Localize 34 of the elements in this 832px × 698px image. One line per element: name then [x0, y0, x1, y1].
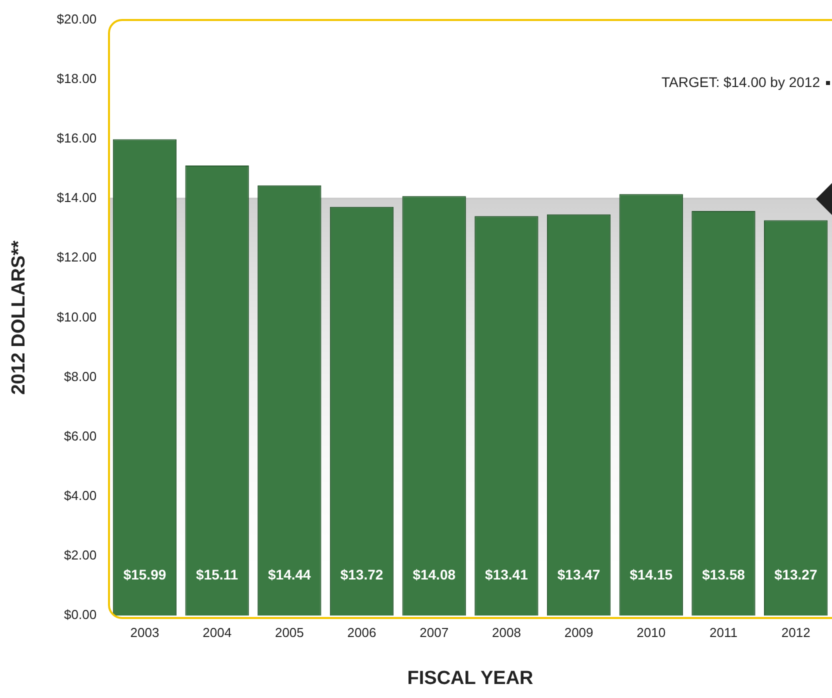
y-tick-label: $10.00 — [56, 309, 97, 324]
y-tick-label: $6.00 — [64, 428, 97, 444]
y-tick-label: $8.00 — [64, 368, 97, 384]
data-label: $15.11 — [196, 566, 238, 582]
y-axis-title: 2012 DOLLARS** — [8, 240, 30, 395]
x-axis-title: FISCAL YEAR — [407, 668, 534, 689]
y-tick-label: $0.00 — [64, 607, 97, 622]
y-tick-label: $12.00 — [56, 250, 97, 265]
x-tick-label: 2010 — [636, 624, 666, 640]
y-tick-label: $4.00 — [64, 488, 97, 504]
x-tick-label: 2003 — [130, 624, 160, 640]
x-tick-label: 2008 — [492, 624, 521, 640]
y-tick-label: $14.00 — [56, 190, 97, 206]
y-tick-label: $2.00 — [64, 548, 97, 563]
data-label: $13.27 — [774, 566, 818, 582]
y-tick-label: $16.00 — [56, 130, 97, 146]
x-tick-label: 2011 — [710, 624, 738, 640]
data-label: $13.58 — [702, 566, 746, 582]
data-label: $14.15 — [630, 566, 673, 582]
data-label: $14.08 — [412, 566, 456, 582]
data-label: $14.44 — [268, 566, 312, 582]
data-label: $13.41 — [485, 566, 528, 582]
x-tick-label: 2007 — [420, 624, 449, 640]
data-label: $15.99 — [123, 566, 166, 582]
x-tick-label: 2004 — [202, 624, 232, 640]
x-tick-label: 2009 — [564, 624, 594, 640]
x-tick-label: 2005 — [274, 624, 304, 640]
data-label: $13.72 — [340, 566, 384, 582]
y-tick-label: $20.00 — [56, 11, 97, 26]
x-tick-label: 2012 — [781, 624, 810, 640]
data-label: $13.47 — [557, 566, 600, 582]
y-tick-label: $18.00 — [56, 70, 97, 86]
annotation: TARGET: $14.00 by 2012 — [662, 74, 820, 90]
x-tick-label: 2006 — [347, 624, 376, 640]
